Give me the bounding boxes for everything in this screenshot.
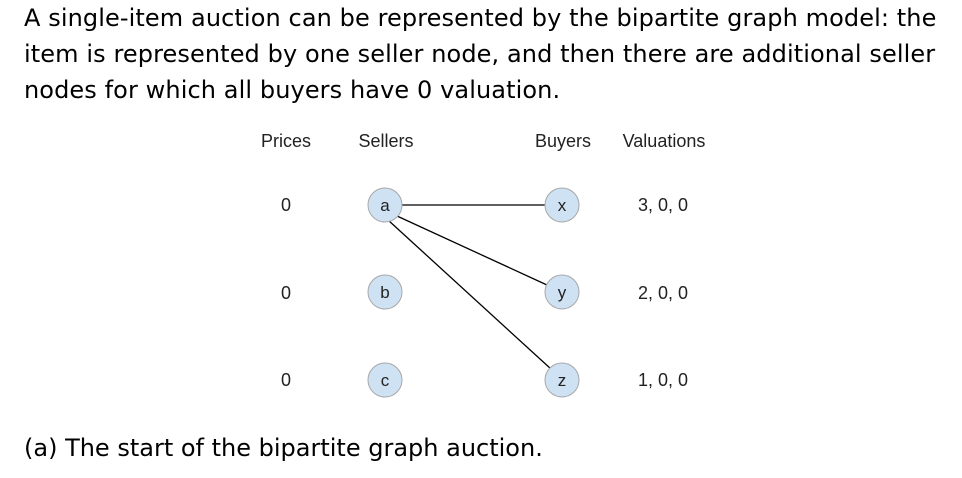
buyer-node-x: x [544,187,580,223]
edge-a-z [387,219,552,370]
valuations-header: Valuations [623,131,706,151]
price-b: 0 [281,283,291,303]
buyer-node-z: z [544,362,580,398]
valuation-x: 3, 0, 0 [638,195,688,215]
figure-caption: (a) The start of the bipartite graph auc… [24,434,543,462]
valuation-z: 1, 0, 0 [638,370,688,390]
buyer-z-label: z [558,371,567,390]
intro-line-3: nodes for which all buyers have 0 valuat… [24,76,561,104]
seller-node-c: c [367,362,403,398]
intro-line-2: item is represented by one seller node, … [24,40,936,68]
buyer-y-label: y [558,283,567,302]
prices-header: Prices [261,131,311,151]
sellers-header: Sellers [358,131,413,151]
seller-node-a: a [367,187,403,223]
price-c: 0 [281,370,291,390]
price-a: 0 [281,195,291,215]
buyer-node-y: y [544,274,580,310]
edge-a-y [396,215,548,286]
valuation-y: 2, 0, 0 [638,283,688,303]
intro-paragraph: A single-item auction can be represented… [24,0,954,108]
seller-b-label: b [380,283,389,302]
intro-line-1: A single-item auction can be represented… [24,4,937,32]
seller-node-b: b [367,274,403,310]
seller-c-label: c [381,371,390,390]
buyers-header: Buyers [535,131,591,151]
buyer-x-label: x [558,196,567,215]
seller-a-label: a [380,196,390,215]
